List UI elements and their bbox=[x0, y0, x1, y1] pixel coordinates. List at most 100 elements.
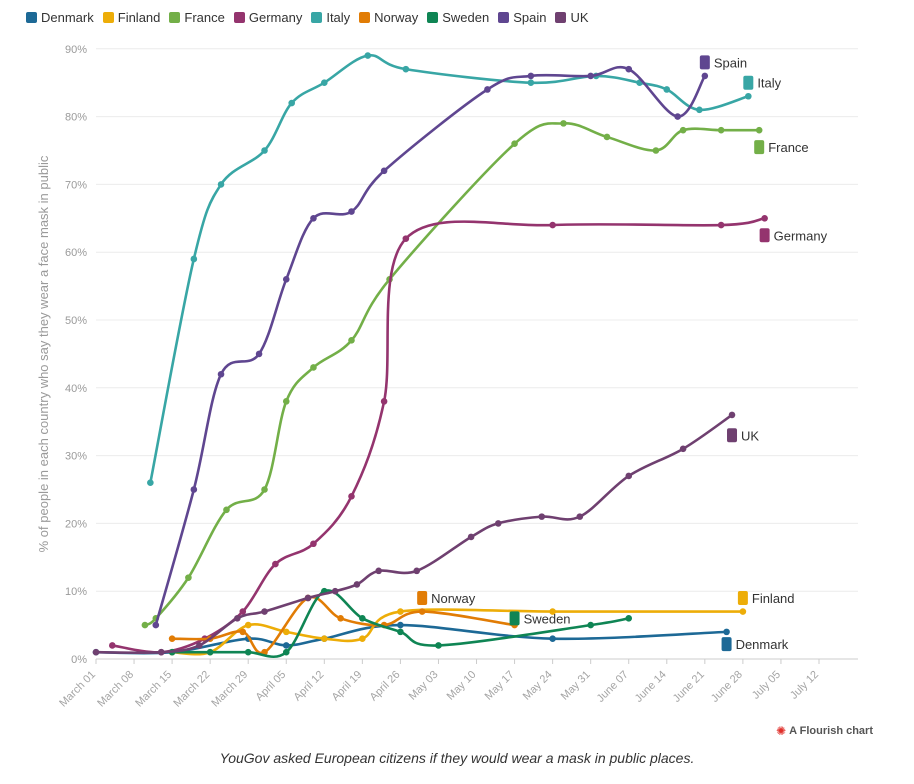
data-point-germany bbox=[761, 215, 768, 222]
legend-item-italy[interactable]: Italy bbox=[311, 10, 350, 25]
data-point-france bbox=[755, 126, 763, 134]
x-tick-label: May 24 bbox=[521, 669, 555, 703]
end-label-tag-germany bbox=[759, 228, 770, 243]
legend-label: Finland bbox=[117, 10, 161, 25]
legend-swatch bbox=[427, 12, 439, 23]
end-label-sweden: Sweden bbox=[524, 611, 571, 626]
x-tick-label: June 21 bbox=[671, 669, 707, 705]
data-point-finland bbox=[244, 621, 252, 629]
legend-label: Sweden bbox=[442, 10, 490, 25]
x-tick-label: June 07 bbox=[595, 669, 631, 705]
data-point-france bbox=[560, 120, 567, 127]
data-point-germany bbox=[380, 398, 388, 405]
x-tick-label: May 31 bbox=[559, 669, 593, 703]
data-point-germany bbox=[272, 560, 279, 568]
legend-swatch bbox=[102, 12, 114, 23]
legend-swatch bbox=[233, 12, 245, 23]
legend-item-germany[interactable]: Germany bbox=[233, 10, 302, 25]
data-point-italy bbox=[147, 479, 154, 487]
data-point-italy bbox=[364, 52, 372, 59]
x-tick-label: April 26 bbox=[368, 669, 403, 704]
legend-swatch bbox=[555, 12, 567, 23]
series-line-sweden bbox=[170, 589, 631, 658]
legend-label: Norway bbox=[374, 10, 419, 25]
data-point-italy bbox=[527, 79, 535, 86]
data-point-uk bbox=[679, 445, 687, 453]
data-point-spain bbox=[380, 167, 388, 175]
data-point-finland bbox=[397, 608, 404, 615]
y-tick-label: 60% bbox=[65, 247, 87, 259]
flourish-credit[interactable]: ✺ A Flourish chart bbox=[776, 724, 873, 738]
end-label-tag-norway bbox=[417, 590, 428, 605]
end-label-uk: UK bbox=[741, 428, 759, 443]
end-label-italy: Italy bbox=[757, 76, 781, 91]
data-point-finland bbox=[282, 628, 290, 636]
legend-item-uk[interactable]: UK bbox=[555, 10, 589, 25]
data-point-france bbox=[185, 574, 192, 581]
x-tick-label: April 12 bbox=[292, 669, 327, 704]
x-tick-label: June 14 bbox=[633, 669, 669, 705]
chart-caption: YouGov asked European citizens if they w… bbox=[219, 750, 695, 766]
x-tick-label: March 08 bbox=[95, 669, 136, 710]
data-point-france bbox=[141, 621, 149, 629]
end-label-tag-uk bbox=[727, 428, 738, 443]
legend-item-france[interactable]: France bbox=[169, 10, 225, 25]
series-line-uk bbox=[94, 413, 734, 655]
legend-swatch bbox=[311, 12, 323, 23]
legend-item-finland[interactable]: Finland bbox=[102, 10, 161, 25]
data-point-germany bbox=[109, 642, 116, 649]
data-point-spain bbox=[152, 621, 160, 629]
data-point-sweden bbox=[359, 615, 366, 622]
legend-item-norway[interactable]: Norway bbox=[359, 10, 418, 25]
data-point-norway bbox=[239, 628, 247, 636]
end-label-tag-france bbox=[754, 140, 765, 155]
legend-swatch bbox=[359, 12, 371, 23]
end-label-denmark: Denmark bbox=[736, 637, 789, 652]
end-label-tag-denmark bbox=[721, 637, 732, 652]
legend-label: Spain bbox=[513, 10, 547, 25]
x-tick-label: April 05 bbox=[254, 669, 289, 704]
x-tick-label: July 05 bbox=[750, 669, 783, 702]
x-tick-label: July 12 bbox=[788, 669, 821, 702]
data-point-germany bbox=[348, 492, 355, 500]
data-point-france bbox=[603, 133, 611, 141]
x-tick-label: March 22 bbox=[171, 669, 212, 710]
data-point-denmark bbox=[282, 642, 290, 649]
end-label-tag-finland bbox=[737, 590, 748, 605]
legend-label: France bbox=[184, 10, 225, 25]
data-point-france bbox=[348, 337, 355, 344]
data-point-spain bbox=[217, 370, 225, 378]
legend-item-sweden[interactable]: Sweden bbox=[427, 10, 489, 25]
data-point-uk bbox=[195, 642, 203, 649]
data-point-france bbox=[282, 398, 290, 405]
data-point-sweden bbox=[206, 648, 214, 656]
data-point-italy bbox=[217, 181, 225, 188]
data-point-france bbox=[310, 364, 317, 371]
end-label-tag-spain bbox=[699, 55, 710, 70]
data-point-sweden bbox=[587, 621, 594, 629]
y-tick-label: 50% bbox=[65, 315, 87, 327]
data-point-uk bbox=[538, 513, 546, 520]
legend-label: UK bbox=[570, 10, 589, 25]
end-label-spain: Spain bbox=[714, 55, 747, 70]
y-tick-label: 10% bbox=[65, 586, 87, 598]
data-point-norway bbox=[418, 608, 426, 615]
x-tick-label: April 19 bbox=[330, 669, 365, 704]
series-line-italy bbox=[149, 54, 750, 485]
data-point-finland bbox=[321, 635, 328, 642]
data-point-spain bbox=[484, 86, 491, 93]
legend-item-denmark[interactable]: Denmark bbox=[26, 10, 94, 25]
data-point-norway bbox=[337, 615, 344, 622]
data-point-france bbox=[652, 147, 660, 154]
legend-item-spain[interactable]: Spain bbox=[498, 10, 546, 25]
data-point-spain bbox=[587, 72, 594, 80]
y-tick-label: 90% bbox=[65, 44, 87, 56]
series-line-germany bbox=[111, 217, 766, 654]
data-point-uk bbox=[234, 615, 241, 622]
data-point-uk bbox=[331, 587, 339, 595]
data-point-italy bbox=[745, 92, 752, 100]
legend-swatch bbox=[498, 12, 510, 23]
data-point-uk bbox=[467, 533, 475, 541]
data-point-germany bbox=[717, 221, 725, 229]
end-label-france: France bbox=[768, 140, 808, 155]
